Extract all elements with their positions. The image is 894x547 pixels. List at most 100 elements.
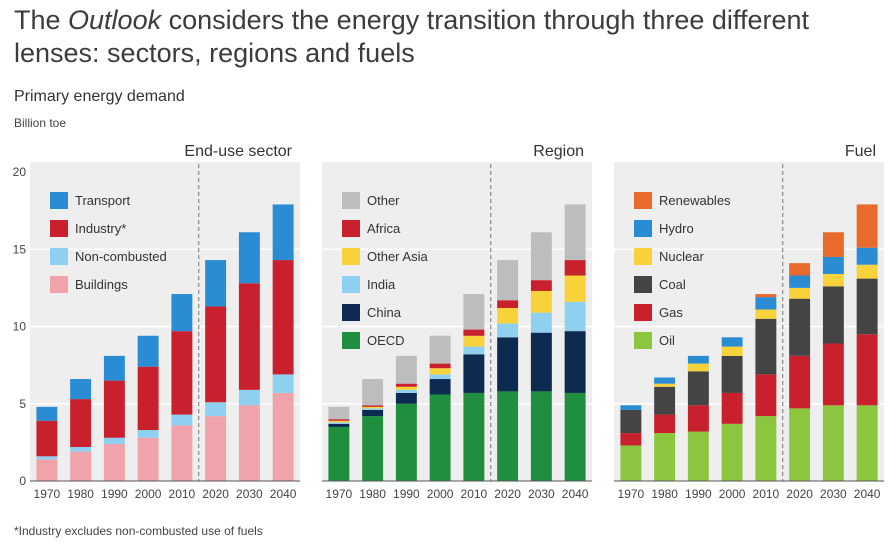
bar-segment-africa (463, 329, 485, 336)
bar-segment-gas (654, 414, 676, 434)
legend-label: Oil (659, 333, 675, 348)
bar-segment-buildings (36, 459, 58, 481)
x-tick-label: 1990 (393, 487, 420, 501)
x-tick-label: 2010 (169, 487, 196, 501)
bar-segment-oecd (395, 403, 417, 481)
x-tick-label: 1980 (651, 487, 678, 501)
x-tick-label: 1980 (67, 487, 94, 501)
x-tick-label: 2000 (135, 487, 162, 501)
bar-segment-hydro (721, 337, 743, 347)
bar-segment-other-asia (463, 335, 485, 347)
bar-segment-oil (654, 433, 676, 481)
bar-segment-oecd (328, 426, 350, 481)
chart-subtitle: Primary energy demand (14, 88, 185, 105)
bar-segment-india (497, 323, 519, 338)
legend-label: Hydro (659, 221, 694, 236)
x-tick-label: 1990 (101, 487, 128, 501)
bar-segment-other (497, 260, 519, 301)
bar-segment-transport (103, 355, 125, 381)
bar-segment-hydro (654, 377, 676, 384)
bar-segment-industry- (70, 399, 92, 448)
bar-segment-nuclear (654, 383, 676, 387)
bar-segment-hydro (755, 297, 777, 310)
bar-segment-hydro (789, 275, 811, 288)
bar-segment-other (564, 204, 586, 261)
bar-segment-oil (856, 405, 878, 481)
x-tick-label: 2000 (719, 487, 746, 501)
bar-segment-other (530, 232, 552, 281)
bar-segment-renewables (789, 263, 811, 276)
bar-segment-hydro (687, 355, 709, 364)
bar-segment-india (564, 301, 586, 332)
bar-segment-buildings (238, 405, 260, 481)
bar-segment-coal (822, 286, 844, 344)
bar-segment-transport (171, 294, 193, 332)
bar-segment-industry- (205, 306, 227, 403)
bar-segment-non-combusted (171, 414, 193, 426)
bar-segment-non-combusted (137, 430, 159, 438)
bar-segment-other (395, 355, 417, 384)
x-tick-label: 1970 (618, 487, 645, 501)
bar-segment-gas (620, 433, 642, 446)
bar-segment-non-combusted (238, 389, 260, 406)
bar-segment-other-asia (429, 368, 451, 375)
bar-segment-hydro (856, 247, 878, 265)
legend-swatch (342, 220, 360, 237)
bar-segment-other-asia (530, 290, 552, 313)
legend-swatch (50, 220, 68, 237)
bar-segment-other-asia (328, 420, 350, 423)
bar-segment-africa (328, 419, 350, 421)
bar-segment-oil (822, 405, 844, 481)
y-tick-label: 0 (19, 474, 26, 488)
bar-segment-china (497, 337, 519, 392)
bar-segment-transport (272, 204, 294, 261)
bar-segment-africa (362, 405, 384, 407)
legend-label: Other Asia (367, 249, 428, 264)
bar-segment-transport (205, 260, 227, 307)
bar-segment-oil (620, 445, 642, 481)
legend-swatch (50, 248, 68, 265)
bar-segment-other (463, 294, 485, 330)
legend-swatch (634, 220, 652, 237)
bar-segment-india (328, 422, 350, 424)
x-tick-label: 2020 (494, 487, 521, 501)
bar-segment-nuclear (755, 309, 777, 319)
bar-segment-industry- (171, 331, 193, 415)
bar-segment-other-asia (564, 275, 586, 302)
bar-segment-china (564, 331, 586, 393)
x-tick-label: 2040 (562, 487, 589, 501)
bar-segment-india (362, 408, 384, 410)
bar-segment-coal (856, 278, 878, 335)
bar-segment-non-combusted (205, 402, 227, 417)
legend-label: OECD (367, 333, 405, 348)
legend-label: China (367, 305, 402, 320)
bar-segment-other (362, 379, 384, 406)
footnote: *Industry excludes non-combusted use of … (14, 524, 263, 538)
x-tick-label: 2010 (753, 487, 780, 501)
bar-segment-coal (687, 371, 709, 406)
legend-label: Industry* (75, 221, 126, 236)
panel-title: Region (533, 143, 584, 160)
bar-segment-oecd (530, 391, 552, 481)
bar-segment-india (395, 389, 417, 393)
bar-segment-coal (620, 409, 642, 434)
bar-segment-non-combusted (103, 437, 125, 444)
bar-segment-gas (755, 374, 777, 417)
legend-swatch (634, 332, 652, 349)
bar-segment-other (429, 335, 451, 364)
bar-segment-other-asia (395, 386, 417, 390)
bar-segment-renewables (856, 204, 878, 248)
unit-label: Billion toe (14, 116, 67, 130)
bar-segment-transport (238, 232, 260, 284)
bar-segment-non-combusted (70, 447, 92, 452)
bar-segment-buildings (103, 443, 125, 481)
bar-segment-africa (395, 383, 417, 387)
bar-segment-nuclear (856, 264, 878, 279)
bar-segment-coal (654, 386, 676, 415)
bar-segment-india (463, 346, 485, 355)
bar-segment-buildings (171, 425, 193, 481)
bar-segment-africa (497, 300, 519, 308)
bar-segment-coal (789, 298, 811, 356)
bar-segment-oecd (564, 392, 586, 481)
